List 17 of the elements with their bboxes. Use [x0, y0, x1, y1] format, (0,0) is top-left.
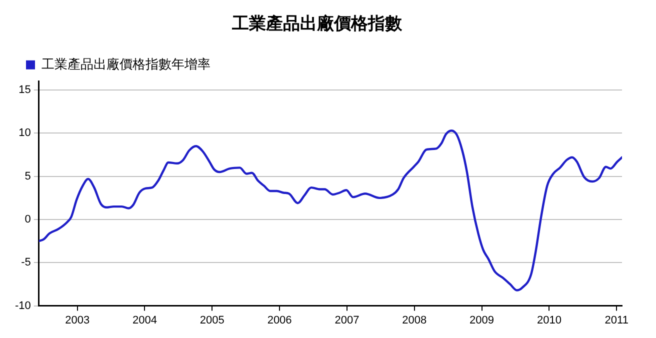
x-tick-label: 2011	[604, 314, 628, 326]
y-tick-label: 15	[18, 84, 31, 96]
y-tick-label: -5	[21, 256, 31, 269]
y-tick-label: 0	[24, 214, 31, 226]
y-tick-label: 5	[24, 170, 31, 182]
legend-label: 工業產品出廠價格指數年增率	[42, 56, 210, 72]
x-tick-label: 2004	[132, 314, 157, 326]
x-tick-label: 2009	[470, 314, 494, 326]
chart-title: 工業產品出廠價格指數	[231, 14, 403, 33]
x-tick-label: 2006	[267, 314, 292, 326]
x-tick-label: 2007	[334, 314, 360, 326]
y-tick-label: 10	[18, 127, 31, 140]
x-tick-label: 2003	[65, 314, 90, 326]
y-tick-label: -10	[14, 300, 31, 312]
x-tick-label: 2008	[402, 314, 427, 326]
x-tick-label: 2010	[536, 314, 562, 326]
x-tick-label: 2005	[200, 314, 224, 326]
